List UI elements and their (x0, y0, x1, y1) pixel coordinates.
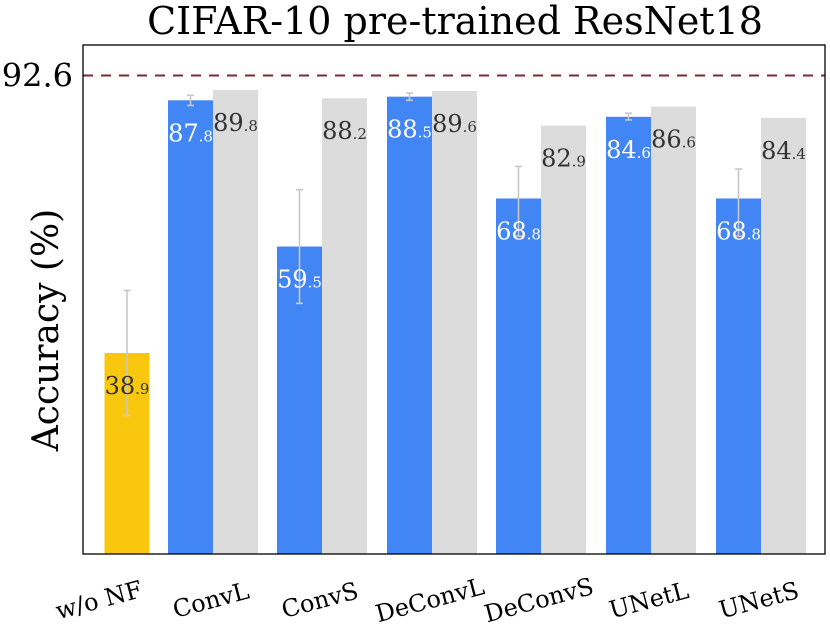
plot-area: 38.9 87.8 89.8 59.5 88.2 88.5 89.6 68.8 82.9 84.6… (83, 74, 825, 555)
bar-primary (496, 198, 541, 554)
bar-primary (606, 116, 651, 554)
data-label: 86.6 (651, 125, 696, 153)
data-label: 82.9 (541, 145, 586, 173)
data-label: 84.6 (606, 136, 651, 164)
bar-primary (387, 96, 432, 555)
data-label: 88.2 (322, 117, 367, 145)
data-label: 89.6 (432, 110, 477, 138)
x-tick-label: ConvL (170, 577, 252, 624)
bar-secondary (213, 89, 258, 554)
data-label: 59.5 (277, 266, 322, 294)
data-label: 88.5 (387, 116, 432, 144)
bar-primary (716, 198, 761, 554)
x-tick-label: UNetL (606, 576, 692, 624)
x-tick-label: DeConvL (373, 572, 488, 628)
y-axis-label: Accuracy (%) (26, 209, 67, 452)
bar-secondary (432, 90, 477, 555)
data-label: 68.8 (716, 217, 761, 245)
data-label: 68.8 (496, 217, 541, 245)
bar-secondary (761, 117, 806, 554)
data-label: 38.9 (105, 372, 150, 400)
data-label: 84.4 (761, 137, 806, 165)
x-tick-label: ConvS (278, 577, 361, 624)
chart-title: CIFAR-10 pre-trained ResNet18 (147, 0, 763, 43)
x-tick-label: DeConvS (481, 572, 596, 628)
bar-secondary (651, 106, 696, 554)
bar-secondary (541, 125, 586, 555)
plot-frame (82, 44, 826, 555)
x-tick-label: w/o NF (53, 575, 146, 625)
data-label: 87.8 (168, 119, 213, 147)
data-label: 89.8 (213, 109, 258, 137)
y-tick-label: 92.6 (2, 56, 73, 94)
bar-primary (168, 100, 213, 554)
x-tick-label: UNetS (716, 576, 802, 624)
bar-secondary (322, 98, 367, 555)
